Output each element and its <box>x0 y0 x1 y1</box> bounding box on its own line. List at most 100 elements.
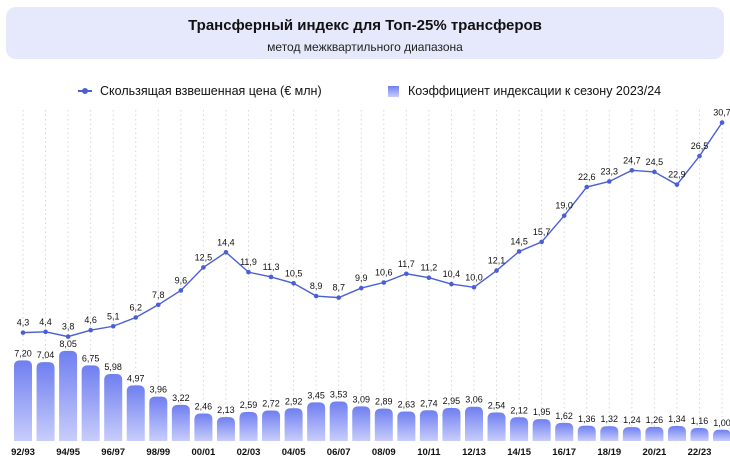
x-tick-label: 96/97 <box>101 447 125 458</box>
bar <box>690 428 709 441</box>
bar-label: 8,05 <box>59 339 77 349</box>
point-label: 11,2 <box>420 263 437 273</box>
bar-label: 1,62 <box>555 411 573 421</box>
bar <box>284 408 303 441</box>
point-label: 4,4 <box>39 317 52 327</box>
bar-label: 1,32 <box>601 414 619 424</box>
series-line <box>22 122 723 338</box>
data-point <box>246 269 251 275</box>
bar-label: 1,95 <box>533 407 551 417</box>
bar-label: 1,34 <box>668 414 686 424</box>
bar-label: 2,74 <box>420 398 438 408</box>
bar <box>600 426 619 441</box>
data-point <box>381 280 387 285</box>
point-label: 23,3 <box>601 166 619 176</box>
bar <box>59 350 78 441</box>
bar-label: 2,63 <box>398 400 416 410</box>
x-tick-label: 02/03 <box>237 447 261 458</box>
point-label: 12,1 <box>488 256 506 266</box>
x-tick-label: 10/11 <box>417 447 441 458</box>
point-label: 26,5 <box>691 141 709 151</box>
data-point <box>358 285 364 291</box>
bar <box>352 406 371 441</box>
bar <box>465 406 483 441</box>
bar <box>397 411 416 441</box>
data-point <box>629 168 635 173</box>
data-point <box>201 265 206 270</box>
legend-item-bar: Коэффициент индексации к сезону 2023/24 <box>388 84 661 98</box>
bar-label: 2,92 <box>285 396 303 406</box>
chart-title: Трансферный индекс для Топ-25% трансферо… <box>188 17 542 34</box>
data-point <box>20 330 26 335</box>
data-point <box>156 302 161 308</box>
bar <box>442 407 461 441</box>
bar-label: 2,13 <box>217 405 235 415</box>
point-label: 11,7 <box>398 259 415 269</box>
bar <box>667 425 686 441</box>
point-label: 10,0 <box>465 272 483 282</box>
bar-label: 7,20 <box>14 348 32 358</box>
data-point <box>516 249 522 254</box>
bar <box>419 410 438 441</box>
bar <box>532 419 551 441</box>
bar-label: 3,53 <box>330 389 348 399</box>
point-label: 12,5 <box>195 252 213 262</box>
data-point <box>65 334 71 339</box>
bar <box>374 408 393 441</box>
point-label: 7,8 <box>152 290 165 300</box>
bar <box>307 402 326 441</box>
bar-label: 2,89 <box>375 397 393 407</box>
point-label: 4,3 <box>17 318 30 328</box>
point-label: 10,5 <box>285 268 303 278</box>
data-point <box>313 293 319 299</box>
point-label: 10,6 <box>375 268 393 278</box>
bar-label: 2,59 <box>240 400 258 410</box>
bar-label: 3,45 <box>307 390 325 400</box>
bar-label: 3,06 <box>465 395 483 405</box>
data-point <box>471 284 477 290</box>
bar-label: 6,75 <box>82 353 100 363</box>
point-label: 11,3 <box>263 262 280 272</box>
x-tick-label: 08/09 <box>372 447 396 458</box>
bar-label: 1,36 <box>578 414 596 424</box>
point-label: 6,2 <box>129 303 142 313</box>
bar-label: 2,95 <box>443 396 461 406</box>
data-point <box>539 239 544 245</box>
bar-label: 1,24 <box>623 415 641 425</box>
bar <box>216 417 235 441</box>
bar <box>577 425 596 441</box>
legend-line-label: Скользящая взвешенная цена (€ млн) <box>100 84 322 98</box>
bar <box>510 417 529 441</box>
point-label: 8,9 <box>310 281 323 291</box>
data-point <box>43 329 48 335</box>
data-point <box>178 288 184 293</box>
bar-label: 7,04 <box>37 350 55 360</box>
point-label: 11,9 <box>240 257 257 267</box>
x-tick-label: 22/23 <box>688 447 712 458</box>
x-tick-label: 04/05 <box>282 447 306 458</box>
point-label: 22,9 <box>668 170 686 180</box>
bar <box>171 404 190 441</box>
bar-label: 2,54 <box>488 401 506 411</box>
chart-header: Трансферный индекс для Топ-25% трансферо… <box>6 7 724 59</box>
data-point <box>719 120 725 125</box>
point-label: 14,5 <box>510 236 528 246</box>
bar <box>126 385 145 441</box>
bar <box>622 427 641 441</box>
chart-subtitle: метод межквартильного диапазона <box>267 40 463 54</box>
point-label: 3,8 <box>62 322 75 332</box>
data-point <box>426 275 432 281</box>
x-tick-label: 94/95 <box>56 447 80 458</box>
bar-label: 3,96 <box>150 385 168 395</box>
bar-label: 1,00 <box>713 418 730 428</box>
data-point <box>674 182 680 187</box>
point-label: 4,6 <box>84 315 97 325</box>
x-tick-label: 98/99 <box>146 447 170 458</box>
bar-label: 1,26 <box>646 415 664 425</box>
data-point <box>133 315 139 320</box>
legend-bar-label: Коэффициент индексации к сезону 2023/24 <box>408 84 662 98</box>
data-point <box>584 184 590 190</box>
legend-bar-marker <box>388 85 399 97</box>
point-label: 8,7 <box>332 283 345 293</box>
